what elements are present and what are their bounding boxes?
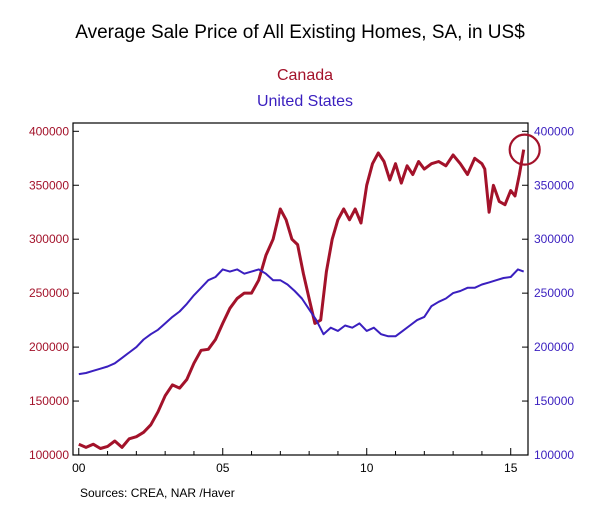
series-united-states-line — [78, 268, 525, 376]
left-y-tick-label: 350000 — [29, 178, 69, 192]
chart-title: Average Sale Price of All Existing Homes… — [75, 22, 525, 43]
right-y-tick-label: 100000 — [534, 448, 574, 462]
legend-canada: Canada — [277, 67, 333, 84]
x-axis: 00 05 10 15 — [72, 448, 518, 475]
x-tick-label: 15 — [504, 461, 518, 475]
x-tick-label: 10 — [360, 461, 374, 475]
chart-source: Sources: CREA, NAR /Haver — [80, 486, 235, 500]
right-y-tick-label: 350000 — [534, 178, 574, 192]
right-y-axis: 100000 150000 200000 250000 300000 350000 4000… — [522, 124, 574, 462]
right-y-tick-label: 300000 — [534, 232, 574, 246]
right-y-tick-label: 250000 — [534, 286, 574, 300]
series-canada-line — [78, 149, 526, 450]
right-y-tick-label: 200000 — [534, 340, 574, 354]
left-y-tick-label: 150000 — [29, 394, 69, 408]
left-y-tick-label: 100000 — [29, 448, 69, 462]
plot-area — [72, 122, 529, 456]
right-y-tick-label: 400000 — [534, 124, 574, 138]
x-tick-label: 00 — [72, 461, 86, 475]
right-y-tick-label: 150000 — [534, 394, 574, 408]
left-y-axis: 100000 150000 200000 250000 300000 350000 4000… — [29, 124, 79, 462]
left-y-tick-label: 300000 — [29, 232, 69, 246]
left-y-tick-label: 400000 — [29, 124, 69, 138]
left-y-tick-label: 200000 — [29, 340, 69, 354]
legend-united-states: United States — [257, 93, 353, 110]
left-y-tick-label: 250000 — [29, 286, 69, 300]
x-tick-label: 05 — [216, 461, 230, 475]
latest-value-highlight-circle — [508, 133, 541, 166]
